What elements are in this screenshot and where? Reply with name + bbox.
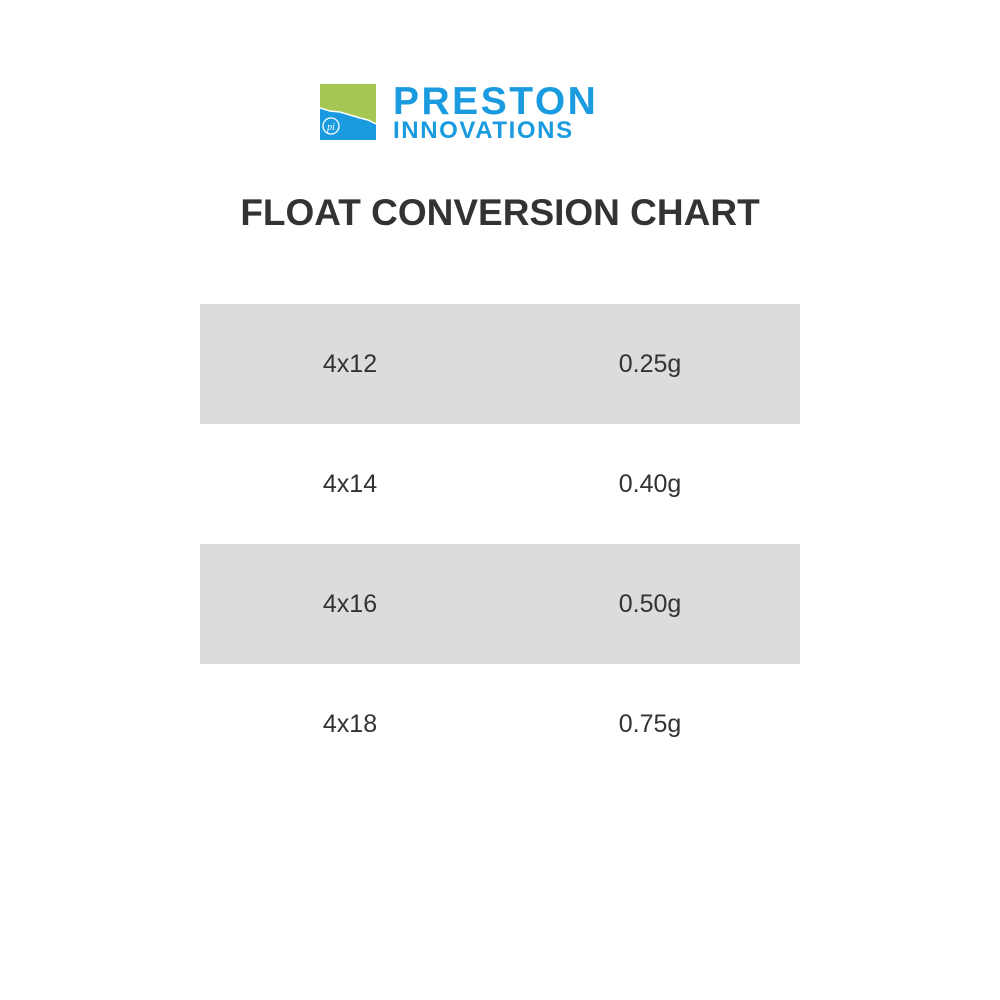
float-size: 4x12 [322, 349, 378, 378]
logo-mark-icon: pi [320, 84, 376, 140]
float-weight: 0.25g [618, 349, 682, 378]
float-size: 4x14 [322, 469, 378, 498]
table-row: 4x18 0.75g [200, 664, 800, 784]
table-row: 4x16 0.50g [200, 544, 800, 664]
float-weight: 0.40g [618, 469, 682, 498]
logo-text-innovations: INNOVATIONS [393, 117, 574, 144]
conversion-table: 4x12 0.25g 4x14 0.40g 4x16 0.50g 4x18 0.… [200, 304, 800, 784]
float-weight: 0.75g [618, 709, 682, 738]
table-row: 4x14 0.40g [200, 424, 800, 544]
float-size: 4x16 [322, 589, 378, 618]
table-row: 4x12 0.25g [200, 304, 800, 424]
page-title: FLOAT CONVERSION CHART [240, 192, 760, 233]
float-size: 4x18 [322, 709, 378, 738]
float-weight: 0.50g [618, 589, 682, 618]
logo-text-preston: PRESTON [393, 80, 599, 123]
svg-text:pi: pi [326, 122, 335, 133]
